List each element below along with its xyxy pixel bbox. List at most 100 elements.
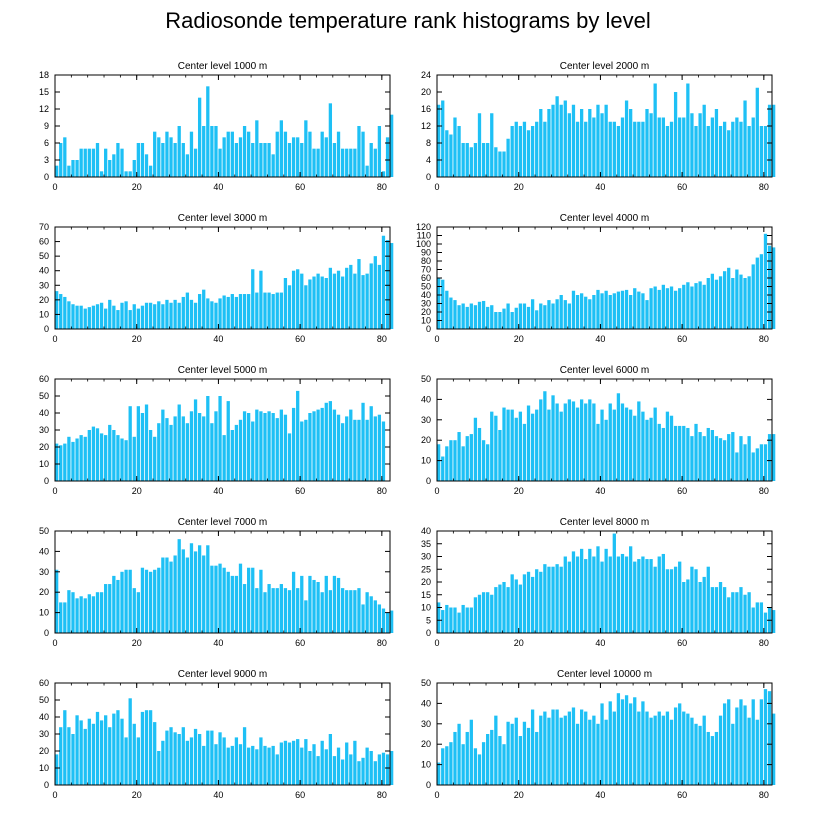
histogram-bar xyxy=(279,120,283,177)
histogram-bar xyxy=(332,409,337,481)
histogram-bar xyxy=(596,289,600,329)
x-tick-label: 0 xyxy=(434,182,439,192)
histogram-bar xyxy=(743,444,747,481)
histogram-bar xyxy=(682,582,686,633)
y-tick-label: 10 xyxy=(421,456,431,466)
histogram-bar xyxy=(514,307,518,329)
histogram-bar xyxy=(328,103,333,177)
histogram-bar xyxy=(173,143,177,177)
histogram-bar xyxy=(263,292,267,329)
histogram-bar xyxy=(645,300,649,329)
histogram-bar xyxy=(296,137,300,177)
x-tick-label: 20 xyxy=(132,182,142,192)
histogram-bar xyxy=(592,556,596,633)
histogram-bar xyxy=(563,715,567,785)
histogram-bar xyxy=(140,413,145,481)
histogram-bar xyxy=(486,592,490,633)
histogram-bar xyxy=(353,148,357,177)
histogram-bar xyxy=(522,721,527,785)
y-tick-label: 10 xyxy=(39,309,49,319)
y-tick-label: 20 xyxy=(421,577,431,587)
histogram-bar xyxy=(694,283,698,329)
histogram-bar xyxy=(185,292,190,329)
histogram-bar xyxy=(59,143,63,177)
y-tick-label: 60 xyxy=(39,237,49,247)
histogram-bar xyxy=(620,403,625,481)
histogram-bar xyxy=(148,430,153,481)
histogram-bar xyxy=(189,299,194,329)
histogram-bar xyxy=(385,612,390,633)
histogram-bar xyxy=(181,549,185,633)
histogram-bar xyxy=(620,117,625,177)
histogram-bar xyxy=(87,430,91,481)
histogram-bar xyxy=(555,299,559,329)
histogram-bar xyxy=(177,404,181,481)
histogram-bar xyxy=(193,551,198,633)
y-tick-label: 50 xyxy=(39,251,49,261)
histogram-bar xyxy=(79,305,83,329)
histogram-bar xyxy=(453,607,457,633)
histogram-bar xyxy=(202,555,206,633)
histogram-bar xyxy=(772,610,776,633)
histogram-bar xyxy=(596,423,600,481)
histogram-bar xyxy=(710,430,715,481)
histogram-bar xyxy=(727,267,731,329)
histogram-bar xyxy=(702,436,706,481)
histogram-bar xyxy=(539,303,543,329)
histogram-bar xyxy=(128,569,132,633)
y-tick-label: 80 xyxy=(421,256,431,266)
histogram-bar xyxy=(197,734,202,785)
histogram-bar xyxy=(206,730,210,785)
histogram-bar xyxy=(641,701,645,785)
histogram-bar xyxy=(83,598,87,633)
histogram-bar xyxy=(563,100,567,177)
histogram-bar xyxy=(271,413,275,481)
histogram-bar xyxy=(506,721,510,785)
histogram-bar xyxy=(373,416,377,481)
panel-title: Center level 6000 m xyxy=(560,365,650,376)
histogram-bar xyxy=(645,109,649,177)
histogram-bar xyxy=(457,723,461,785)
histogram-bar xyxy=(755,87,759,177)
histogram-bar xyxy=(140,143,145,177)
histogram-bar xyxy=(218,396,222,481)
histogram-bar xyxy=(291,407,296,481)
y-tick-label: 60 xyxy=(39,678,49,688)
histogram-bar xyxy=(559,411,563,481)
histogram-bar xyxy=(571,104,576,177)
histogram-bar xyxy=(579,709,584,785)
histogram-bar xyxy=(772,247,776,329)
histogram-bar xyxy=(206,396,210,481)
histogram-bar xyxy=(390,114,394,177)
histogram-bar xyxy=(575,556,580,633)
y-tick-label: 30 xyxy=(39,280,49,290)
histogram-bar xyxy=(71,160,75,177)
x-tick-label: 0 xyxy=(52,638,57,648)
histogram-bar xyxy=(620,290,625,329)
y-tick-label: 20 xyxy=(39,295,49,305)
histogram-bar xyxy=(120,438,124,481)
histogram-bar xyxy=(722,271,727,329)
histogram-bar xyxy=(287,285,292,329)
histogram-bar xyxy=(296,588,300,633)
histogram-bar xyxy=(153,304,157,329)
plot-frame xyxy=(436,682,773,786)
y-tick-label: 40 xyxy=(421,290,431,300)
histogram-bar xyxy=(247,413,251,481)
histogram-bar xyxy=(563,403,567,481)
histogram-bar xyxy=(210,126,214,177)
histogram-bar xyxy=(181,143,185,177)
histogram-bar xyxy=(345,148,349,177)
y-tick-label: 50 xyxy=(39,695,49,705)
histogram-bar xyxy=(181,296,185,329)
histogram-bar xyxy=(767,434,772,481)
histogram-bar xyxy=(649,113,653,177)
histogram-bar xyxy=(238,294,243,329)
histogram-bar xyxy=(665,569,670,633)
histogram-bar xyxy=(477,113,482,177)
x-tick-label: 80 xyxy=(759,638,769,648)
histogram-bar xyxy=(502,407,506,481)
histogram-bar xyxy=(608,295,612,329)
histogram-bar xyxy=(214,744,218,785)
histogram-bar xyxy=(316,273,320,329)
